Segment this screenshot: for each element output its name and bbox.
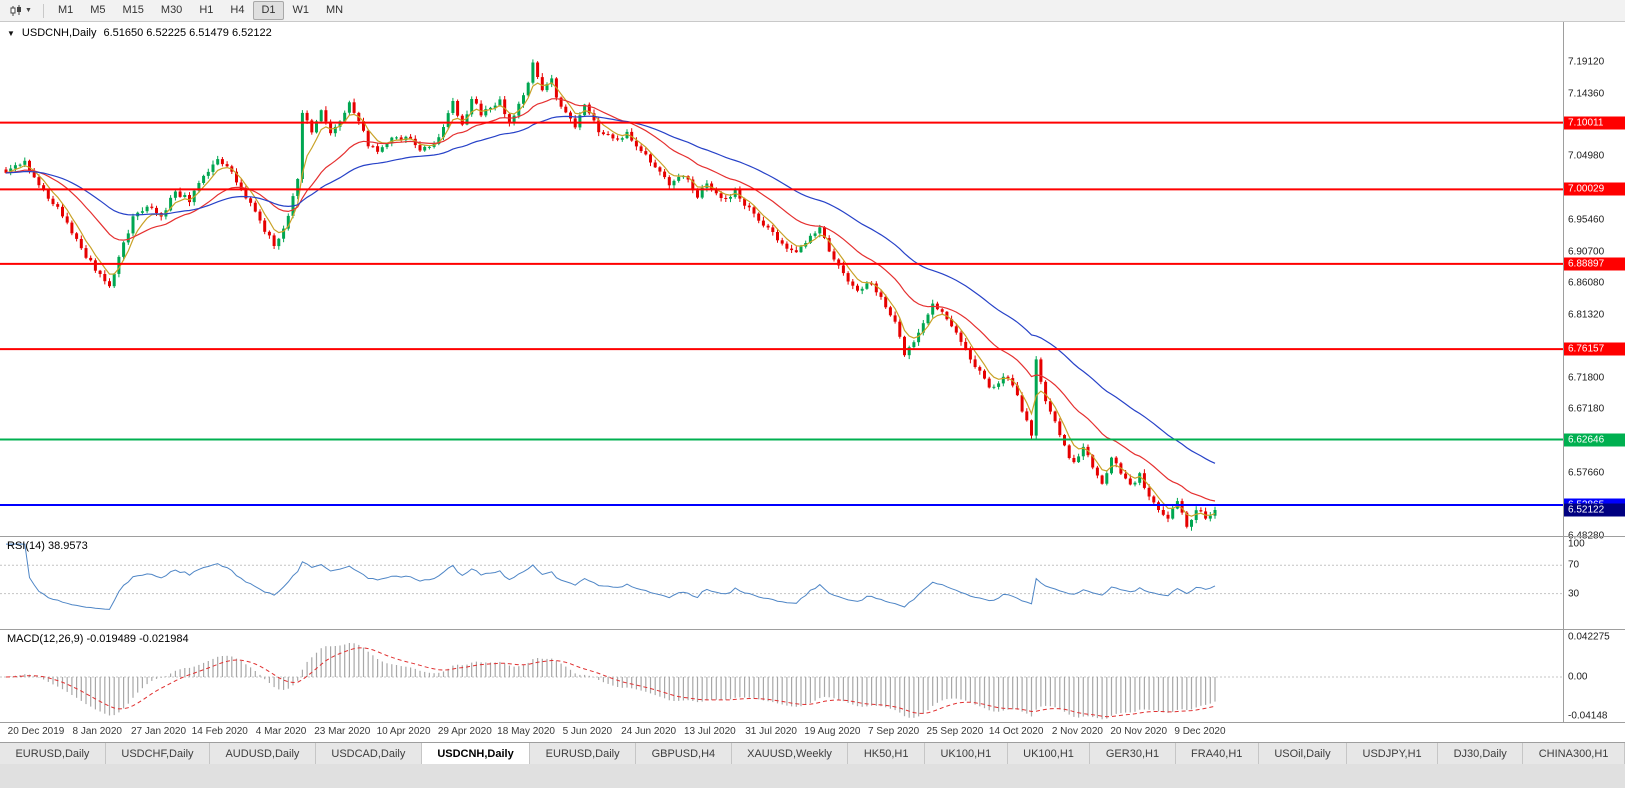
time-axis[interactable]: 20 Dec 2019 8 Jan 2020 27 Jan 2020 14 Feb 2… [0,723,1625,742]
pane-separator [0,722,1625,723]
level-price-badge: 6.88897 [1564,257,1625,271]
chart-tab-fra40-h1[interactable]: FRA40,H1 [1175,743,1259,764]
chart-tab-usdcnh-daily[interactable]: USDCNH,Daily [421,743,531,764]
time-axis-label: 5 Jun 2020 [562,726,613,737]
scale-tick: 7.14360 [1568,88,1605,100]
time-axis-label: 18 May 2020 [497,726,555,737]
level-price-badge: 7.10011 [1564,116,1625,130]
chart-tab-usdcad-daily[interactable]: USDCAD,Daily [315,743,422,764]
symbol-title: USDCNH,Daily [21,27,97,39]
chart-tab-ger30-h1[interactable]: GER30,H1 [1090,743,1176,764]
timeframe-buttons: M1 M5 M15 M30 H1 H4 D1 W1 MN [50,0,352,21]
candlestick-chart-icon [10,4,21,16]
timeframe-button-h1[interactable]: H1 [199,3,214,16]
macd-label-text: MACD(12,26,9) -0.019489 -0.021984 [7,633,189,645]
scale-tick: 7.04980 [1568,150,1605,162]
pane-separator[interactable] [0,629,1625,630]
chevron-down-icon: ▼ [25,7,32,14]
time-axis-label: 14 Oct 2020 [988,726,1044,737]
timeframe-button-m5[interactable]: M5 [90,3,106,16]
scale-tick: 6.71800 [1568,372,1605,384]
pane-separator[interactable] [0,536,1625,537]
scale-tick: 6.95460 [1568,214,1605,226]
time-axis-label: 23 Mar 2020 [314,726,371,737]
timeframe-toolbar: ▼ M1 M5 M15 M30 H1 H4 D1 W1 MN [0,0,1625,22]
time-axis-label: 7 Sep 2020 [868,726,920,737]
chart-tab-uk100-h1[interactable]: UK100,H1 [1007,743,1091,764]
scale-tick: 70 [1568,559,1580,571]
timeframe-button-m30[interactable]: M30 [160,3,183,16]
level-price-badge: 6.62646 [1564,433,1625,447]
chart-tab-hk50-h1[interactable]: HK50,H1 [848,743,925,764]
chart-tab-bar: EURUSD,Daily USDCHF,Daily AUDUSD,Daily USDC… [0,742,1625,764]
timeframe-button-d1[interactable]: D1 [253,0,284,21]
time-axis-label: 25 Sep 2020 [926,726,984,737]
scale-tick: 6.48280 [1568,530,1605,542]
time-axis-label: 13 Jul 2020 [684,726,736,737]
chart-tab-usoil-daily[interactable]: USOil,Daily [1258,743,1348,764]
symbol-info: ▼ USDCNH,Daily 6.51650 6.52225 6.51479 6… [7,27,272,39]
timeframe-button-w1[interactable]: W1 [292,3,310,16]
rsi-indicator-label: RSI(14) 38.9573 [7,540,88,552]
scale-tick: 6.57660 [1568,467,1605,479]
scale-tick: 100 [1568,538,1585,550]
scale-tick: 6.81320 [1568,309,1605,321]
scale-tick: 7.19120 [1568,56,1605,68]
time-axis-label: 20 Dec 2019 [7,726,65,737]
time-axis-label: 4 Mar 2020 [255,726,307,737]
price-chart-pane[interactable] [0,22,1563,536]
macd-pane[interactable] [0,630,1563,722]
timeframe-button-m15[interactable]: M15 [122,3,144,16]
time-axis-label: 24 Jun 2020 [621,726,677,737]
rsi-label-text: RSI(14) 38.9573 [7,540,88,552]
ohlc-values: 6.51650 6.52225 6.51479 6.52122 [103,27,272,39]
level-price-badge: 6.76157 [1564,342,1625,356]
chart-tab-usdjpy-h1[interactable]: USDJPY,H1 [1347,743,1439,764]
chart-tab-audusd-daily[interactable]: AUDUSD,Daily [210,743,316,764]
time-axis-label: 10 Apr 2020 [376,726,431,737]
time-axis-label: 29 Apr 2020 [437,726,492,737]
chart-type-button[interactable]: ▼ [4,3,37,19]
chart-tab-usdchf-daily[interactable]: USDCHF,Daily [105,743,210,764]
timeframe-button-h4[interactable]: H4 [230,3,245,16]
price-scale[interactable]: 7.191207.143607.095807.049807.002406.954… [1563,22,1625,722]
chart-tab-uk100-h1[interactable]: UK100,H1 [924,743,1008,764]
time-axis-label: 19 Aug 2020 [804,726,861,737]
rsi-pane[interactable] [0,537,1563,629]
time-axis-label: 9 Dec 2020 [1174,726,1226,737]
macd-indicator-label: MACD(12,26,9) -0.019489 -0.021984 [7,633,189,645]
chart-tab-gbpusd-h4[interactable]: GBPUSD,H4 [636,743,732,764]
scale-tick: -0.04148 [1568,710,1608,722]
symbol-dropdown-icon[interactable]: ▼ [7,28,15,38]
scale-tick: 0.042275 [1568,631,1610,643]
time-axis-label: 31 Jul 2020 [745,726,797,737]
chart-tab-eurusd-daily[interactable]: EURUSD,Daily [0,743,106,764]
chart-tab-xauusd-weekly[interactable]: XAUUSD,Weekly [731,743,849,764]
chart-tab-china300-h1[interactable]: CHINA300,H1 [1523,743,1625,764]
scale-tick: 6.86080 [1568,277,1605,289]
scale-tick: 6.67180 [1568,403,1605,415]
scale-tick: 6.90700 [1568,246,1605,258]
time-axis-label: 27 Jan 2020 [130,726,187,737]
time-axis-label: 20 Nov 2020 [1110,726,1168,737]
timeframe-button-m1[interactable]: M1 [57,3,74,16]
time-axis-label: 14 Feb 2020 [191,726,248,737]
time-axis-label: 2 Nov 2020 [1051,726,1103,737]
chart-tab-eurusd-daily[interactable]: EURUSD,Daily [530,743,637,764]
scale-tick: 0.00 [1568,671,1588,683]
timeframe-button-mn[interactable]: MN [326,3,344,16]
scale-tick: 30 [1568,588,1580,600]
time-axis-label: 8 Jan 2020 [72,726,123,737]
chart-tab-dj30-daily[interactable]: DJ30,Daily [1438,743,1524,764]
window-bottom-strip [0,764,1625,788]
current-price-badge: 6.52122 [1564,503,1625,517]
toolbar-separator [42,3,44,18]
level-price-badge: 7.00029 [1564,182,1625,196]
